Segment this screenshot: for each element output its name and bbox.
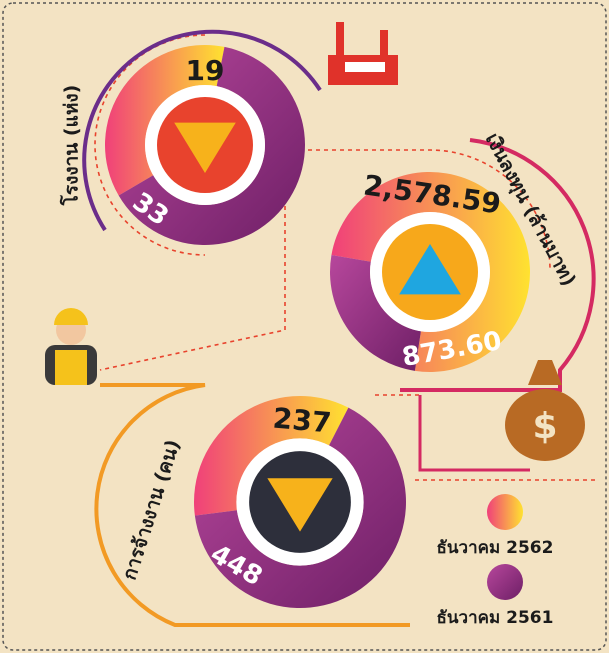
arc bbox=[400, 138, 596, 392]
donut-segment bbox=[330, 255, 421, 371]
money-icon: $ bbox=[505, 360, 585, 461]
indicator bbox=[267, 478, 333, 532]
legend-swatch bbox=[487, 494, 523, 530]
arc bbox=[82, 29, 322, 232]
legend-swatch bbox=[487, 564, 523, 600]
value-label: 237 bbox=[272, 402, 333, 440]
donut-segment bbox=[105, 45, 225, 196]
worker-icon bbox=[45, 308, 97, 385]
connectors bbox=[94, 34, 595, 481]
value-label: 19 bbox=[186, 54, 225, 87]
donut-segment bbox=[194, 407, 406, 608]
arc bbox=[418, 395, 530, 472]
legend-label: ธันวาคม 2562 bbox=[437, 538, 554, 558]
donut-segment bbox=[331, 171, 530, 373]
indicator bbox=[399, 244, 461, 295]
svg-text:$: $ bbox=[532, 406, 557, 447]
donut-segment bbox=[118, 46, 305, 245]
factory-icon bbox=[328, 22, 398, 85]
arc bbox=[94, 383, 410, 627]
chart-title: โรงงาน (แห่ง) bbox=[60, 85, 83, 207]
indicator bbox=[174, 122, 236, 173]
legend-label: ธันวาคม 2561 bbox=[437, 608, 554, 628]
donut-segment bbox=[194, 395, 349, 516]
